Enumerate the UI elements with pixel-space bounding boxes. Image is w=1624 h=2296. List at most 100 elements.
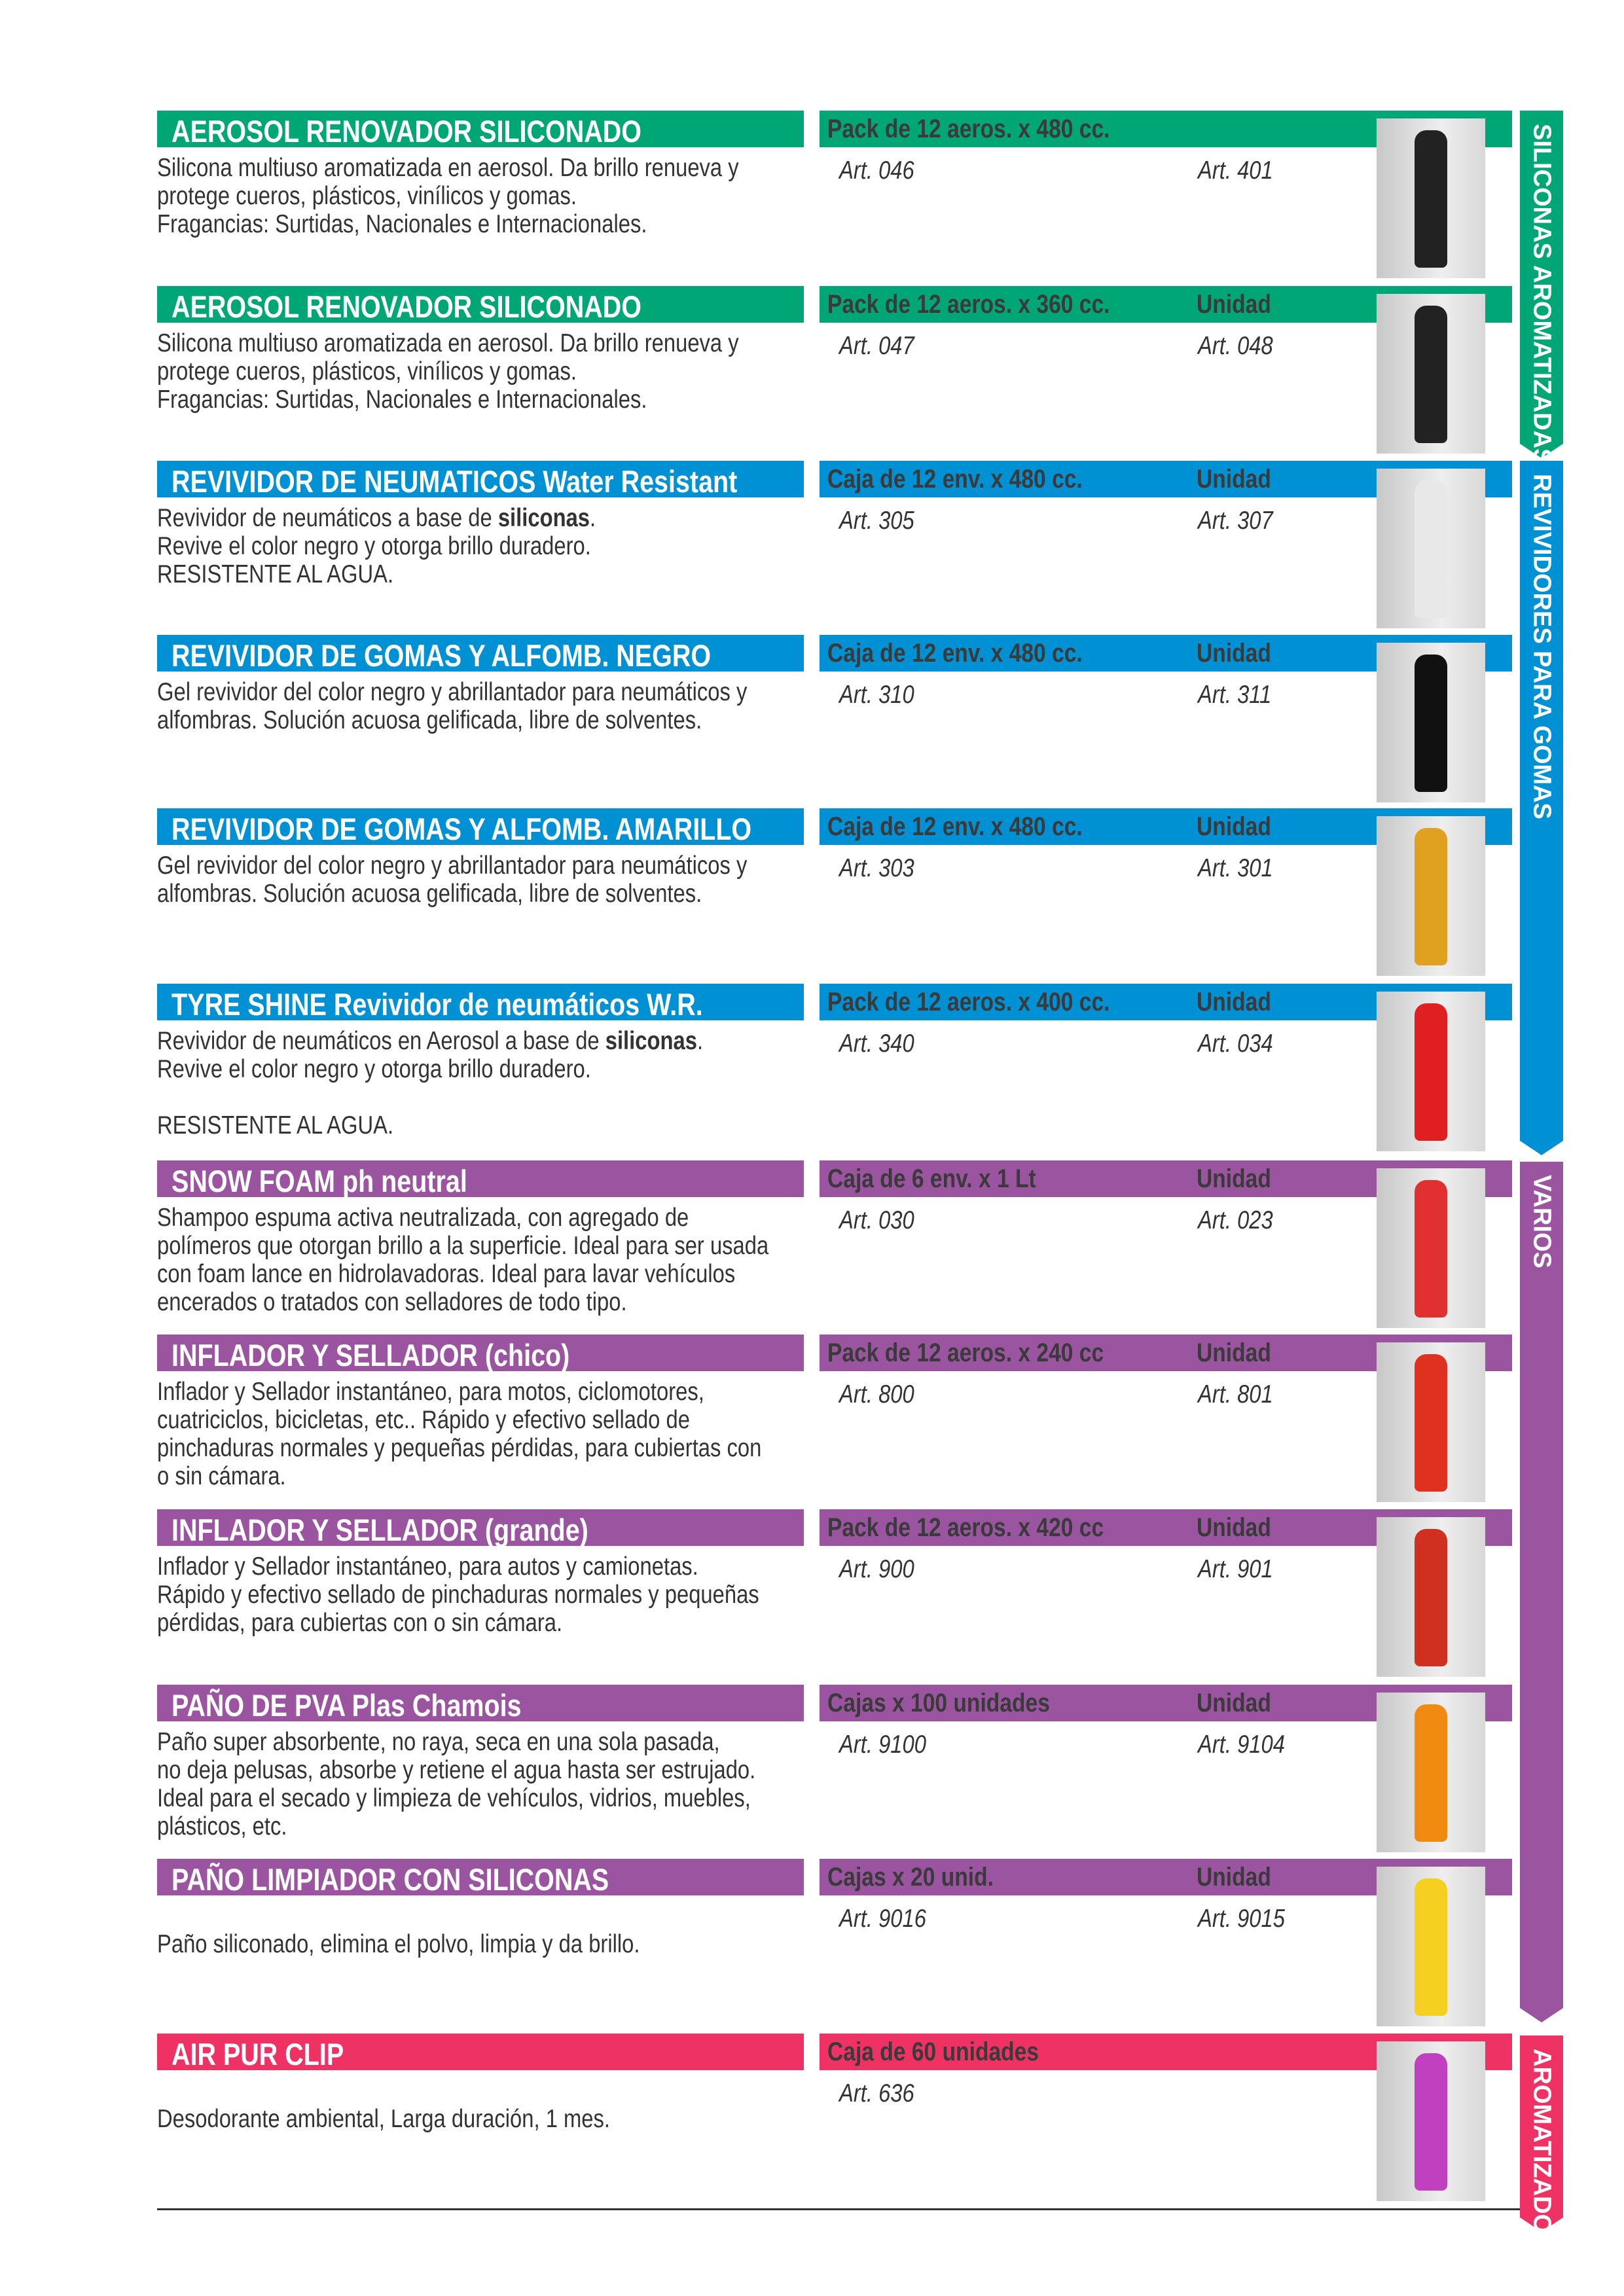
pack-label: Caja de 12 env. x 480 cc.	[827, 812, 1083, 841]
product-title: PAÑO DE PVA Plas Chamois	[171, 1688, 522, 1723]
article-pack: Art. 9100	[839, 1731, 926, 1759]
description-line: pérdidas, para cubiertas con o sin cámar…	[157, 1609, 563, 1637]
bottle-icon	[1415, 655, 1447, 792]
bottom-rule	[157, 2208, 1520, 2210]
article-unit: Art. 311	[1198, 681, 1272, 709]
product-image	[1377, 643, 1485, 802]
product-row: INFLADOR Y SELLADOR (grande) Pack de 12 …	[0, 1509, 1624, 1683]
article-pack: Art. 340	[839, 1030, 914, 1058]
product-row: SNOW FOAM ph neutral Caja de 6 env. x 1 …	[0, 1160, 1624, 1335]
description-line	[157, 1902, 707, 1930]
description-line: Inflador y Sellador instantáneo, para au…	[157, 1552, 698, 1581]
description-line: Revividor de neumáticos en Aerosol a bas…	[157, 1027, 704, 1055]
bottle-icon	[1415, 306, 1447, 443]
unit-label: Unidad	[1197, 1338, 1271, 1367]
product-title: AIR PUR CLIP	[171, 2037, 344, 2072]
description-line: Revive el color negro y otorga brillo du…	[157, 1055, 591, 1083]
category-label: SILICONAS AROMATIZADAS	[1528, 124, 1556, 465]
product-title-bar: TYRE SHINE Revividor de neumáticos W.R.	[157, 984, 804, 1022]
product-title: AEROSOL RENOVADOR SILICONADO	[171, 114, 642, 149]
article-unit: Art. 048	[1198, 332, 1273, 360]
pack-label: Cajas x 20 unid.	[827, 1863, 994, 1892]
pack-label: Pack de 12 aeros. x 480 cc.	[827, 115, 1110, 143]
product-image	[1377, 816, 1485, 976]
product-image	[1377, 1693, 1485, 1852]
bottle-icon	[1415, 828, 1447, 965]
product-description: Inflador y Sellador instantáneo, para au…	[157, 1552, 812, 1637]
description-line: alfombras. Solución acuosa gelificada, l…	[157, 706, 702, 734]
pack-label: Pack de 12 aeros. x 360 cc.	[827, 290, 1110, 319]
description-line: Fragancias: Surtidas, Nacionales e Inter…	[157, 210, 647, 238]
product-title: INFLADOR Y SELLADOR (grande)	[171, 1513, 588, 1547]
article-unit: Art. 023	[1198, 1206, 1273, 1234]
description-line: polímeros que otorgan brillo a la superf…	[157, 1232, 769, 1260]
bottle-icon	[1415, 1003, 1447, 1141]
description-line: Silicona multiuso aromatizada en aerosol…	[157, 154, 739, 182]
pack-label: Caja de 12 env. x 480 cc.	[827, 639, 1083, 668]
article-pack: Art. 047	[839, 332, 914, 360]
bottle-icon	[1415, 2053, 1447, 2191]
product-title: TYRE SHINE Revividor de neumáticos W.R.	[171, 987, 703, 1022]
description-line: protege cueros, plásticos, vinílicos y g…	[157, 182, 577, 210]
description-line	[157, 1083, 707, 1111]
product-title-bar: REVIVIDOR DE NEUMATICOS Water Resistant	[157, 461, 804, 499]
description-line: o sin cámara.	[157, 1462, 286, 1490]
article-unit: Art. 307	[1198, 507, 1273, 535]
product-title-bar: SNOW FOAM ph neutral	[157, 1160, 804, 1198]
product-title-bar: PAÑO LIMPIADOR CON SILICONAS	[157, 1859, 804, 1897]
description-line: protege cueros, plásticos, vinílicos y g…	[157, 357, 577, 386]
product-row: REVIVIDOR DE GOMAS Y ALFOMB. AMARILLO Ca…	[0, 808, 1624, 982]
article-pack: Art. 9016	[839, 1905, 926, 1933]
article-pack: Art. 046	[839, 156, 914, 185]
article-pack: Art. 030	[839, 1206, 914, 1234]
article-unit: Art. 301	[1198, 854, 1273, 882]
product-title-bar: PAÑO DE PVA Plas Chamois	[157, 1685, 804, 1723]
description-line: Inflador y Sellador instantáneo, para mo…	[157, 1378, 704, 1406]
description-line: con foam lance en hidrolavadoras. Ideal …	[157, 1260, 736, 1288]
product-description: Inflador y Sellador instantáneo, para mo…	[157, 1378, 812, 1490]
article-unit: Art. 801	[1198, 1380, 1273, 1408]
product-description: Gel revividor del color negro y abrillan…	[157, 852, 812, 908]
description-line: Paño siliconado, elimina el polvo, limpi…	[157, 1930, 640, 1958]
product-description: Paño super absorbente, no raya, seca en …	[157, 1728, 812, 1840]
bottle-icon	[1415, 130, 1447, 268]
product-row: PAÑO DE PVA Plas Chamois Cajas x 100 uni…	[0, 1685, 1624, 1859]
product-image	[1377, 1867, 1485, 2026]
description-line: no deja pelusas, absorbe y retiene el ag…	[157, 1756, 756, 1784]
product-image	[1377, 118, 1485, 278]
product-image	[1377, 992, 1485, 1151]
product-image	[1377, 2041, 1485, 2201]
pack-label: Pack de 12 aeros. x 240 cc	[827, 1338, 1104, 1367]
product-description: Gel revividor del color negro y abrillan…	[157, 678, 812, 734]
pack-label: Pack de 12 aeros. x 400 cc.	[827, 988, 1110, 1016]
bottle-icon	[1415, 1529, 1447, 1666]
description-line: Silicona multiuso aromatizada en aerosol…	[157, 329, 739, 357]
product-title: PAÑO LIMPIADOR CON SILICONAS	[171, 1862, 609, 1897]
description-line: encerados o tratados con selladores de t…	[157, 1288, 627, 1316]
product-title: REVIVIDOR DE GOMAS Y ALFOMB. NEGRO	[171, 638, 712, 673]
product-image	[1377, 294, 1485, 454]
category-label: VARIOS	[1528, 1175, 1556, 1268]
product-description: Paño siliconado, elimina el polvo, limpi…	[157, 1902, 812, 1958]
description-line: Gel revividor del color negro y abrillan…	[157, 852, 748, 880]
product-title: SNOW FOAM ph neutral	[171, 1164, 467, 1198]
product-row: TYRE SHINE Revividor de neumáticos W.R. …	[0, 984, 1624, 1158]
product-title-bar: AIR PUR CLIP	[157, 2034, 804, 2072]
product-title: REVIVIDOR DE NEUMATICOS Water Resistant	[171, 464, 738, 499]
description-line: Revividor de neumáticos a base de silico…	[157, 504, 596, 532]
description-line: Paño super absorbente, no raya, seca en …	[157, 1728, 720, 1756]
product-image	[1377, 1168, 1485, 1328]
category-tab: VARIOS	[1520, 1162, 1563, 2022]
pack-label: Caja de 6 env. x 1 Lt	[827, 1164, 1036, 1193]
article-unit: Art. 9104	[1198, 1731, 1285, 1759]
product-title-bar: AEROSOL RENOVADOR SILICONADO	[157, 111, 804, 149]
description-line: Ideal para el secado y limpieza de vehíc…	[157, 1784, 751, 1812]
category-label: REVIVIDORES PARA GOMAS	[1528, 474, 1556, 819]
unit-label: Unidad	[1197, 1863, 1271, 1892]
description-line: pinchaduras normales y pequeñas pérdidas…	[157, 1434, 762, 1462]
product-row: REVIVIDOR DE GOMAS Y ALFOMB. NEGRO Caja …	[0, 635, 1624, 809]
description-line	[157, 2077, 707, 2105]
product-row: AIR PUR CLIP Caja de 60 unidades Desodor…	[0, 2034, 1624, 2208]
unit-label: Unidad	[1197, 1689, 1271, 1717]
product-title: REVIVIDOR DE GOMAS Y ALFOMB. AMARILLO	[171, 812, 752, 846]
